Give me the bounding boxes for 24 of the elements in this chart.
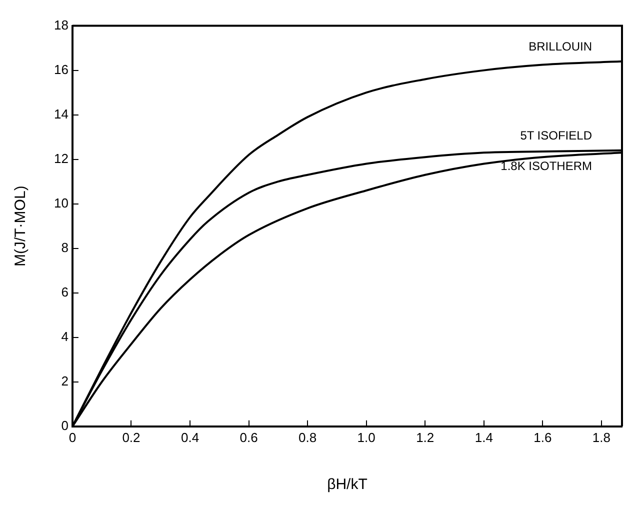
series-label: 5T ISOFIELD <box>520 128 592 143</box>
y-tick-label: 2 <box>61 373 68 388</box>
x-tick-label: 1.6 <box>534 430 552 445</box>
x-tick-label: 0.8 <box>298 430 317 445</box>
y-tick-label: 0 <box>61 418 68 433</box>
y-tick-label: 12 <box>54 150 68 166</box>
x-tick-label: 0.2 <box>122 430 140 445</box>
x-tick-label: 1.2 <box>416 430 434 445</box>
x-tick-label: 1.0 <box>357 430 376 445</box>
y-tick-label: 8 <box>61 240 68 255</box>
series-label: 1.8K ISOTHERM <box>500 158 592 173</box>
y-tick-label: 4 <box>61 328 68 344</box>
x-tick-label: 0.6 <box>240 430 258 445</box>
y-tick-label: 14 <box>54 106 68 122</box>
x-tick-label: 1.4 <box>474 430 493 445</box>
y-tick-label: 18 <box>54 17 68 32</box>
x-axis-title: βH/kT <box>327 476 368 494</box>
y-tick-label: 10 <box>54 195 68 210</box>
x-tick-label: 1.8 <box>592 430 610 445</box>
x-tick-label: 0.4 <box>180 430 200 445</box>
y-tick-label: 6 <box>61 284 68 300</box>
series-label: BRILLOUIN <box>528 40 592 54</box>
y-axis-title: M(J/T·MOL) <box>12 186 30 267</box>
y-tick-label: 16 <box>54 62 68 77</box>
